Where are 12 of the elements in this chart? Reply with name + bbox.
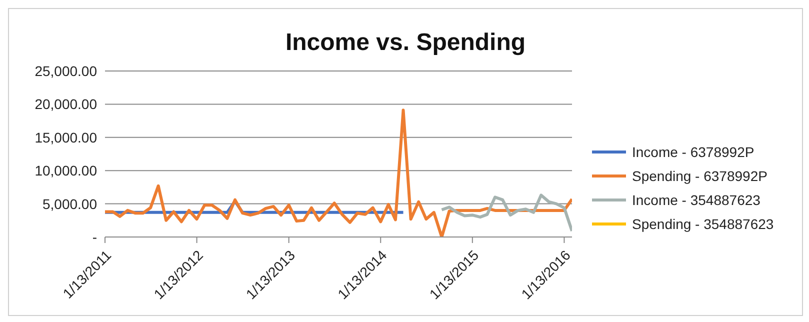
y-tick-label: 20,000.00 xyxy=(34,96,98,112)
line-series xyxy=(440,194,572,233)
legend-label: Spending - 6378992P xyxy=(632,168,768,184)
y-tick-label: - xyxy=(92,228,98,245)
legend-label: Spending - 354887623 xyxy=(632,216,774,232)
chart-title: Income vs. Spending xyxy=(285,29,526,56)
y-tick-label: 10,000.00 xyxy=(34,162,98,179)
legend-label: Income - 6378992P xyxy=(632,144,754,160)
legend-label: Income - 354887623 xyxy=(632,192,760,208)
y-tick-label: 5,000.00 xyxy=(42,196,98,212)
y-tick-label: 25,000.00 xyxy=(34,62,98,79)
y-tick-label: 15,000.00 xyxy=(34,129,98,146)
